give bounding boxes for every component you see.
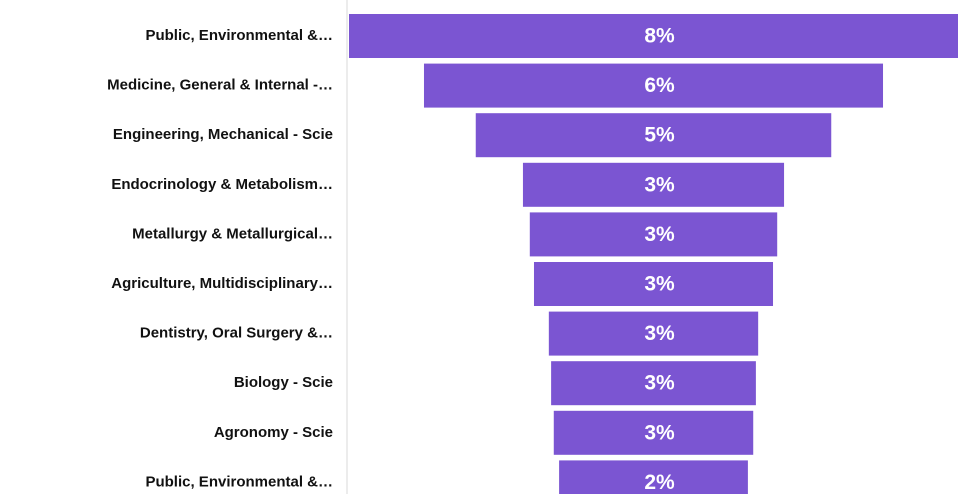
category-label: Medicine, General & Internal -… (107, 77, 333, 94)
value-label: 3% (644, 273, 675, 296)
category-label: Dentistry, Oral Surgery &… (140, 325, 333, 342)
category-label: Endocrinology & Metabolism… (111, 176, 333, 193)
category-label: Metallurgy & Metallurgical… (132, 225, 333, 242)
category-label: Engineering, Mechanical - Scie (113, 126, 333, 143)
value-label: 3% (644, 372, 675, 395)
category-label: Public, Environmental &… (145, 27, 333, 44)
value-label: 3% (644, 223, 675, 246)
funnel-bar (529, 212, 778, 257)
funnel-bar (522, 162, 785, 207)
value-label: 3% (644, 173, 675, 196)
funnel-bar (423, 63, 884, 108)
funnel-bar (559, 460, 748, 494)
funnel-bar (349, 14, 958, 58)
value-label: 3% (644, 421, 675, 444)
category-label: Agronomy - Scie (214, 424, 333, 441)
category-label: Public, Environmental &… (145, 473, 333, 490)
funnel-bar (533, 262, 774, 306)
value-label: 6% (644, 74, 675, 97)
funnel-bar (551, 361, 756, 406)
value-label: 5% (644, 124, 675, 147)
funnel-bar (553, 410, 754, 455)
value-label: 3% (644, 322, 675, 345)
funnel-bar (475, 113, 832, 158)
category-label: Biology - Scie (234, 374, 333, 391)
funnel-bar (548, 311, 759, 356)
value-label: 2% (644, 471, 675, 494)
category-label: Agriculture, Multidisciplinary… (111, 275, 333, 292)
value-label: 8% (644, 25, 675, 48)
